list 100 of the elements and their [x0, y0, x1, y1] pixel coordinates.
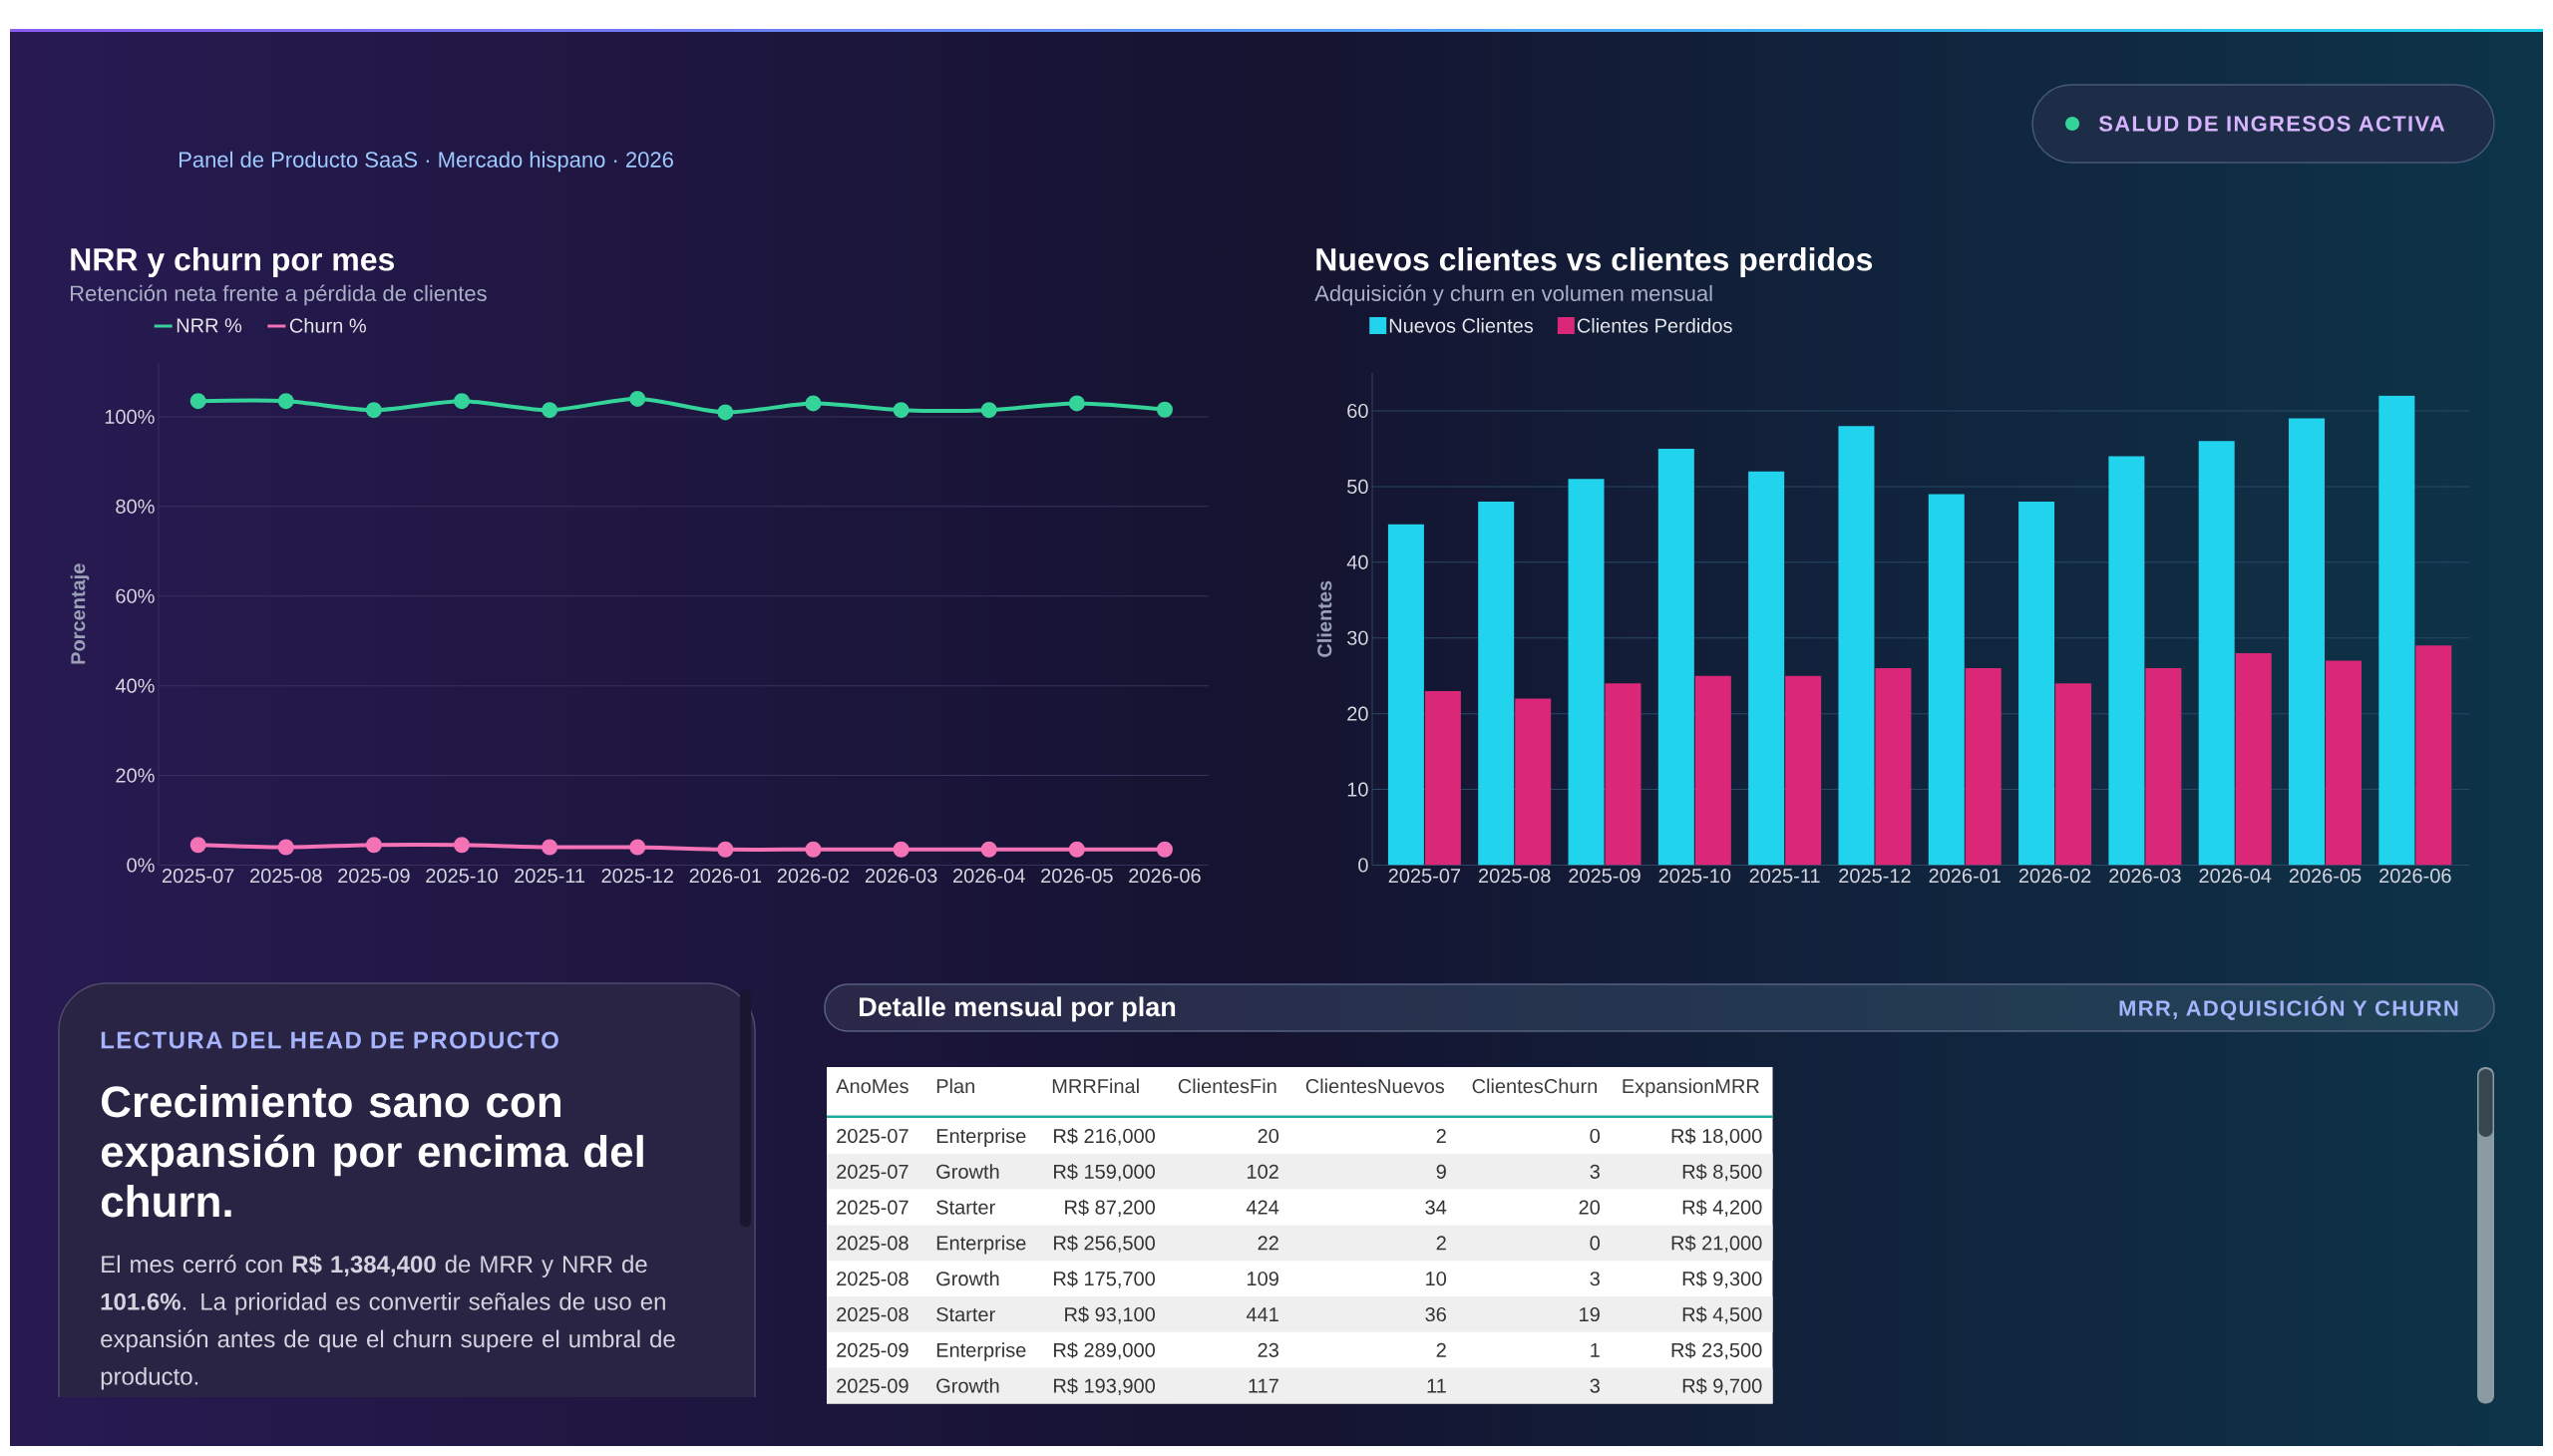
x-tick-label: 2025-08: [1479, 869, 1551, 884]
chart-title: Nuevos clientes vs clientes perdidos: [1316, 247, 1873, 277]
text: 441: [1246, 1307, 1278, 1321]
text: 2025-08: [837, 1272, 909, 1286]
text: 117: [1249, 1378, 1278, 1393]
text: R$ 193,900: [1054, 1377, 1155, 1396]
bar: [1478, 502, 1515, 866]
text: R$ 18,000: [1671, 1128, 1762, 1146]
text: 2025-08: [837, 1236, 909, 1251]
category-label: ClientesNuevos: [1305, 1078, 1445, 1094]
category-label: ClientesChurn: [1472, 1078, 1597, 1094]
y-tick-label: 60%: [116, 588, 155, 603]
y-axis-title: Porcentaje: [70, 563, 90, 664]
text: R$ 256,500: [1054, 1235, 1155, 1253]
point: [1156, 401, 1173, 418]
bar: [1785, 675, 1822, 866]
bar: [1694, 675, 1731, 866]
point: [365, 837, 382, 854]
point: [980, 402, 997, 419]
chart-subtitle: Adquisición y churn en volumen mensual: [1314, 284, 1712, 306]
point: [805, 395, 822, 412]
text: 2025-09: [837, 1342, 909, 1357]
bar: [1928, 494, 1965, 866]
bar: [2415, 645, 2452, 866]
point: [365, 402, 382, 419]
bar: [2108, 456, 2145, 866]
point: [189, 837, 206, 854]
point: [454, 393, 471, 410]
y-axis-title: Clientes: [1316, 580, 1332, 657]
x-tick-label: 2026-05: [2289, 869, 2362, 884]
x-tick-label: 2026-05: [1041, 869, 1113, 884]
point: [1068, 395, 1085, 412]
bar: [2055, 683, 2092, 866]
text: 3: [1590, 1378, 1600, 1393]
text: 2: [1436, 1128, 1446, 1143]
y-tick-label: 20%: [116, 768, 155, 783]
point: [629, 390, 646, 407]
text: LECTURA DEL HEAD DE PRODUCTO: [101, 1031, 558, 1049]
text: Enterprise: [936, 1235, 1026, 1255]
x-tick-label: 2026-02: [2018, 869, 2091, 884]
point: [277, 839, 294, 856]
y-tick-label: 40: [1346, 554, 1368, 569]
point: [805, 841, 822, 858]
y-tick-label: 60: [1347, 403, 1368, 419]
text: 10: [1426, 1272, 1447, 1286]
x-tick-label: 2026-04: [2199, 869, 2272, 884]
point: [893, 402, 910, 419]
point: [277, 393, 294, 410]
category-label: ClientesFin: [1178, 1078, 1276, 1094]
text: Detalle mensual por plan: [860, 996, 1176, 1022]
text: R$ 87,200: [1065, 1199, 1155, 1218]
y-tick-label: 30: [1347, 630, 1368, 645]
text: SALUD DE INGRESOS ACTIVA: [2098, 116, 2445, 132]
y-tick-label: 10: [1347, 782, 1368, 797]
text: Starter: [936, 1200, 995, 1215]
bar: [2235, 652, 2272, 866]
text: 23: [1258, 1342, 1278, 1357]
text: 102: [1247, 1164, 1278, 1179]
text: R$ 9,700: [1682, 1377, 1762, 1396]
x-tick-label: 2025-12: [1839, 869, 1911, 884]
x-tick-label: 2025-10: [426, 869, 498, 884]
bar: [2289, 418, 2326, 866]
x-tick-label: 2025-10: [1658, 869, 1731, 884]
y-tick-label: 100%: [105, 409, 155, 425]
bar: [1605, 683, 1641, 866]
text: 2025-07: [837, 1164, 909, 1179]
text: Growth: [936, 1378, 999, 1393]
x-tick-label: 2025-08: [250, 869, 322, 884]
text: 3: [1590, 1272, 1600, 1286]
text: 20: [1579, 1200, 1601, 1215]
point: [893, 841, 910, 858]
text: 2025-08: [837, 1306, 909, 1322]
text: R$ 23,500: [1671, 1341, 1762, 1360]
y-tick-label: 40%: [115, 678, 155, 693]
x-tick-label: 2025-12: [601, 869, 673, 884]
point: [717, 841, 734, 858]
point: [189, 393, 206, 410]
legend-label: Churn %: [289, 317, 366, 333]
bar: [1875, 668, 1912, 866]
text: Starter: [936, 1306, 995, 1322]
category-label: AnoMes: [836, 1079, 909, 1094]
text: 19: [1580, 1306, 1600, 1322]
point: [454, 837, 471, 854]
text: R$ 4,500: [1682, 1306, 1762, 1324]
point: [1156, 841, 1173, 858]
x-tick-label: 2025-11: [1749, 869, 1820, 884]
bar: [1748, 471, 1785, 866]
text: 2025-07: [837, 1128, 909, 1144]
text: 22: [1258, 1236, 1278, 1251]
point: [1068, 841, 1085, 858]
text: 2: [1436, 1236, 1446, 1251]
text: R$ 93,100: [1065, 1306, 1155, 1324]
text: 2025-09: [837, 1378, 909, 1393]
text: R$ 9,300: [1682, 1271, 1762, 1288]
text: 1: [1591, 1342, 1600, 1357]
bar: [1515, 698, 1552, 866]
text: Growth: [936, 1271, 999, 1286]
x-tick-label: 2026-03: [865, 869, 937, 884]
legend-label: Clientes Perdidos: [1577, 318, 1732, 333]
text: 3: [1590, 1164, 1600, 1179]
